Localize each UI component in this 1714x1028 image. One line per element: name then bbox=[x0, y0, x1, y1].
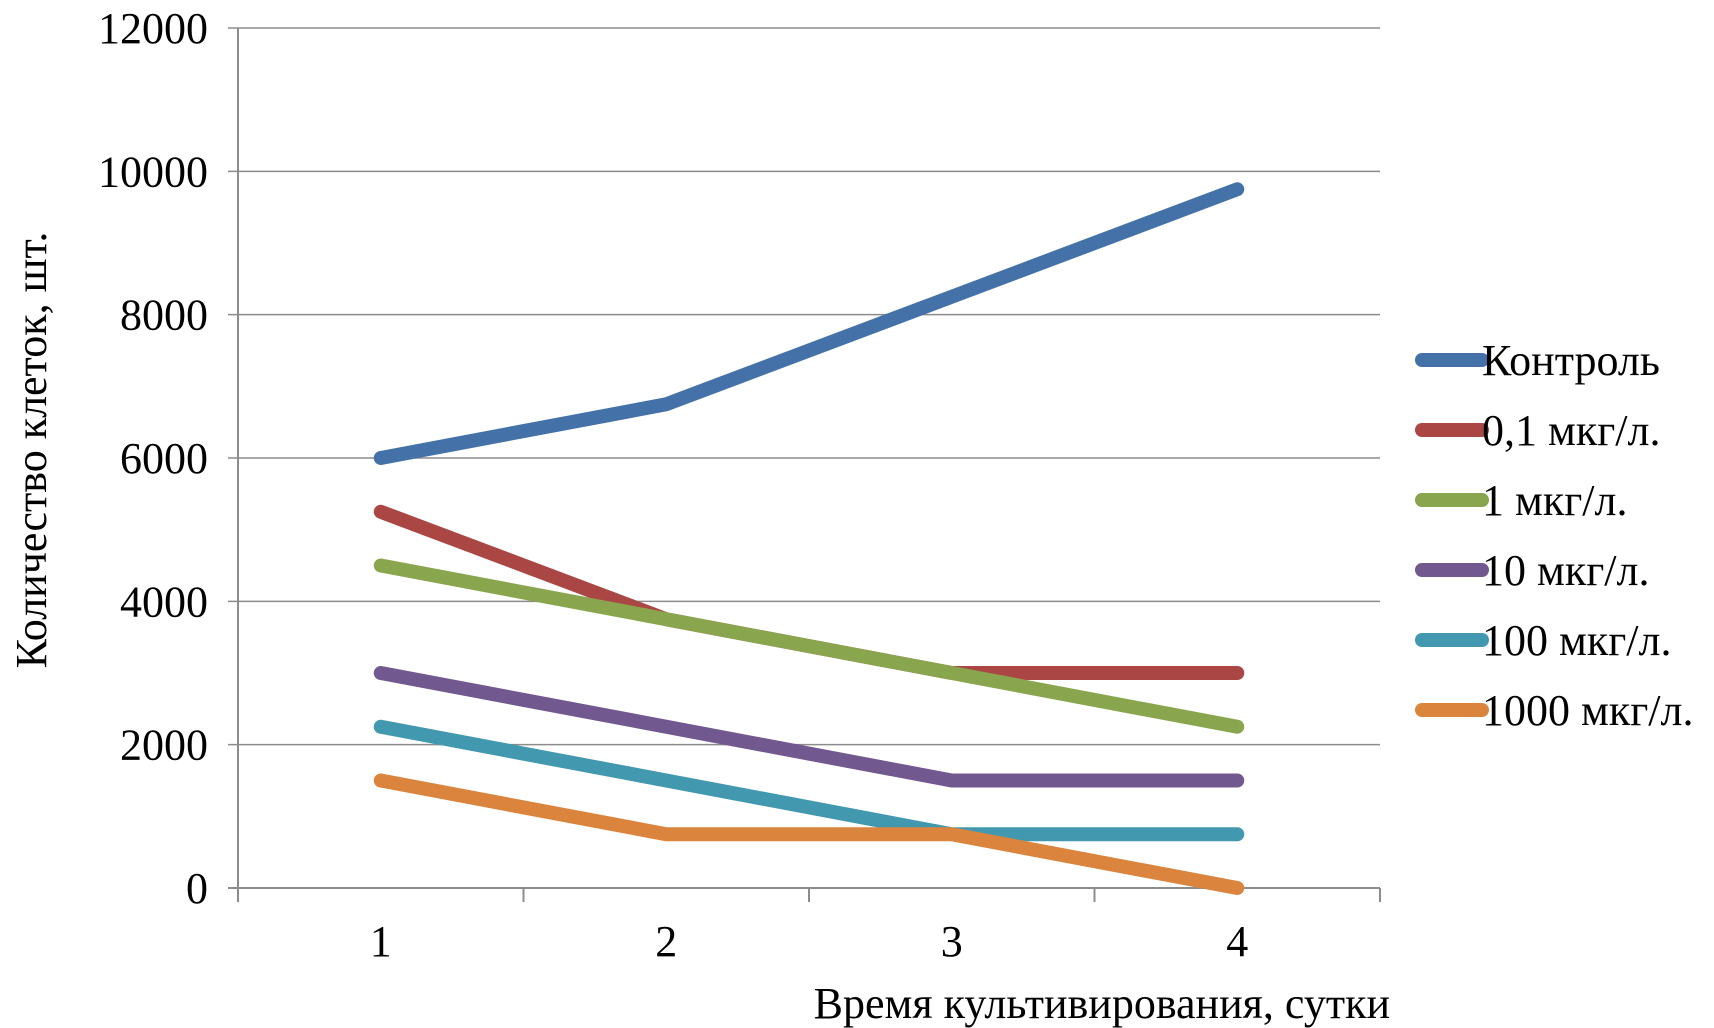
y-tick-label: 8000 bbox=[120, 291, 208, 340]
legend-label: 1 мкг/л. bbox=[1482, 476, 1627, 525]
x-axis-title: Время культивирования, сутки bbox=[814, 979, 1390, 1028]
series-line bbox=[373, 773, 1245, 895]
legend-label: Контроль bbox=[1482, 336, 1660, 385]
y-tick-labels: 0 2000 4000 6000 8000 10000 12000 bbox=[98, 4, 208, 913]
series-line bbox=[373, 558, 1245, 734]
series-line bbox=[373, 666, 1245, 788]
y-tick-label: 10000 bbox=[98, 147, 208, 196]
legend-label: 100 мкг/л. bbox=[1482, 616, 1671, 665]
series-line bbox=[373, 719, 1245, 842]
legend: Контроль 0,1 мкг/л. 1 мкг/л. 10 мкг/л. 100 м… bbox=[1415, 336, 1693, 735]
x-tick-label: 4 bbox=[1226, 917, 1248, 966]
axes bbox=[228, 28, 1381, 902]
y-tick-label: 12000 bbox=[98, 4, 208, 53]
y-tick-label: 2000 bbox=[120, 721, 208, 770]
x-tick-labels: 1 2 3 4 bbox=[370, 917, 1249, 966]
x-tick-label: 3 bbox=[941, 917, 963, 966]
x-tick-label: 1 bbox=[370, 917, 392, 966]
x-tick-label: 2 bbox=[655, 917, 677, 966]
y-tick-label: 4000 bbox=[120, 577, 208, 626]
y-tick-label: 0 bbox=[186, 864, 208, 913]
y-tick-label: 6000 bbox=[120, 434, 208, 483]
series-lines bbox=[373, 182, 1245, 895]
legend-label: 0,1 мкг/л. bbox=[1482, 406, 1660, 455]
y-axis-title: Количество клеток, шт. bbox=[7, 232, 56, 669]
grid-lines bbox=[228, 27, 1380, 746]
series-line bbox=[373, 182, 1245, 465]
legend-label: 1000 мкг/л. bbox=[1482, 686, 1693, 735]
legend-label: 10 мкг/л. bbox=[1482, 546, 1649, 595]
